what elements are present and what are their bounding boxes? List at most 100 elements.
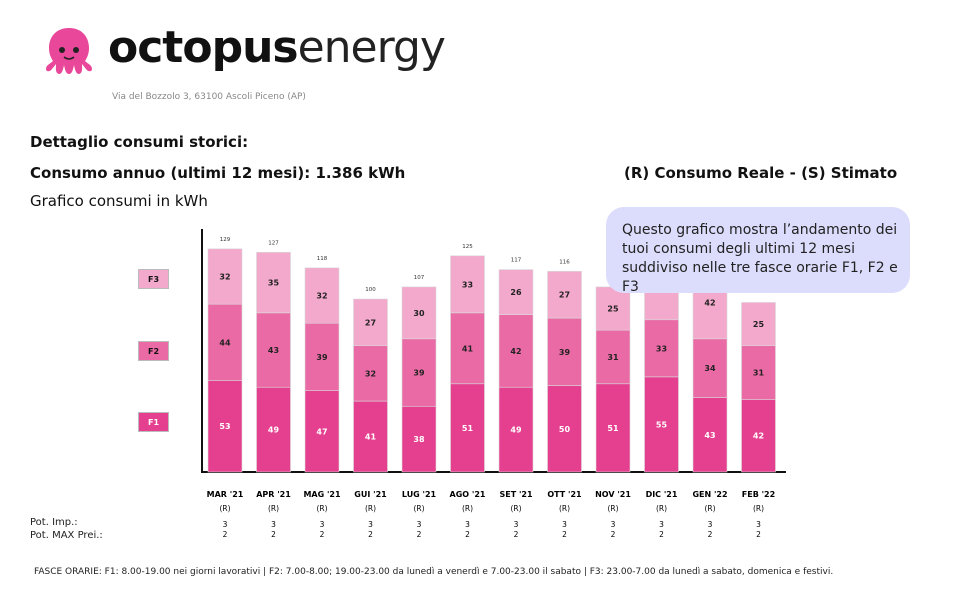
bar-total-label: 100	[365, 287, 376, 293]
section-title: Dettaglio consumi storici:	[30, 133, 249, 151]
bar-f2	[401, 338, 437, 407]
pot-max-label: Pot. MAX Prei.:	[30, 530, 103, 541]
bar-value-label: 42	[704, 298, 715, 307]
bar-value-label: 26	[510, 288, 522, 297]
bar-f1	[450, 383, 485, 473]
bar-value-label: 32	[365, 369, 376, 378]
octopus-logo-icon	[46, 28, 92, 74]
bar-value-label: 42	[510, 347, 521, 356]
bar-value-label: 33	[656, 344, 667, 353]
bar-value-label: 41	[365, 433, 377, 442]
bar-f3	[547, 271, 582, 319]
reading-type-label: (R)	[413, 504, 424, 513]
bar-f3	[595, 286, 631, 331]
bar-f1	[304, 390, 340, 473]
pot-max-value: 2	[271, 530, 276, 539]
x-tick-label: SET '21	[499, 490, 532, 499]
address: Via del Bozzolo 3, 63100 Ascoli Piceno (…	[112, 92, 306, 102]
bar-total-label: 118	[317, 256, 328, 262]
logo-bold: octopus	[108, 22, 299, 73]
bar-f3	[207, 248, 243, 305]
reading-type-label: (R)	[268, 504, 279, 513]
bar-value-label: 35	[268, 279, 280, 288]
pot-max-value: 2	[368, 530, 373, 539]
reading-type-label: (R)	[753, 504, 764, 513]
bar-value-label: 33	[462, 280, 473, 289]
pot-imp-value: 3	[417, 520, 422, 529]
reading-type-label: (R)	[559, 504, 570, 513]
bar-f3	[256, 251, 291, 314]
pot-imp-value: 3	[465, 520, 470, 529]
x-tick-label: GUI '21	[354, 490, 387, 499]
band-f2-label: F2	[138, 341, 169, 361]
pot-max-value: 2	[223, 530, 228, 539]
bar-value-label: 55	[656, 420, 668, 429]
bar-f2	[547, 317, 582, 386]
bar-value-label: 44	[219, 338, 231, 347]
bar-total-label: 125	[462, 244, 473, 250]
x-tick-label: MAR '21	[207, 490, 244, 499]
logo-text: octopusenergy	[108, 22, 446, 73]
bar-f3	[353, 298, 388, 347]
bar-value-label: 43	[704, 431, 715, 440]
reading-type-label: (R)	[607, 504, 618, 513]
bar-value-label: 50	[559, 425, 571, 434]
x-tick-label: AGO '21	[450, 490, 486, 499]
band-f1-label: F1	[138, 412, 169, 432]
x-tick-label: APR '21	[256, 490, 291, 499]
reading-type-label: (R)	[316, 504, 327, 513]
reading-type-label: (R)	[656, 504, 667, 513]
pot-imp-value: 3	[320, 520, 325, 529]
bar-value-label: 32	[219, 273, 230, 282]
pot-imp-value: 3	[368, 520, 373, 529]
pot-max-value: 2	[465, 530, 470, 539]
bar-f1	[353, 400, 388, 473]
bar-value-label: 34	[704, 364, 716, 373]
bar-total-label: 107	[414, 275, 425, 281]
bar-value-label: 39	[413, 369, 425, 378]
reading-legend: (R) Consumo Reale - (S) Stimato	[624, 164, 898, 182]
pot-imp-value: 3	[562, 520, 567, 529]
bar-value-label: 43	[268, 346, 279, 355]
bar-f1	[547, 385, 582, 473]
bar-f1	[401, 405, 437, 473]
bar-value-label: 47	[316, 427, 327, 436]
x-tick-label: GEN '22	[692, 490, 727, 499]
bar-f2	[498, 314, 534, 388]
pot-max-value: 2	[320, 530, 325, 539]
bar-value-label: 32	[316, 292, 327, 301]
bar-f3	[741, 302, 776, 347]
bar-value-label: 39	[316, 353, 328, 362]
pot-max-value: 2	[514, 530, 519, 539]
bar-f2	[353, 345, 388, 402]
reading-type-label: (R)	[704, 504, 715, 513]
reading-type-label: (R)	[365, 504, 376, 513]
bar-value-label: 31	[607, 353, 619, 362]
bar-f1	[498, 386, 534, 473]
bar-value-label: 30	[413, 309, 425, 318]
bar-f2	[304, 322, 340, 391]
bar-value-label: 42	[753, 432, 764, 441]
pot-imp-value: 3	[514, 520, 519, 529]
reading-type-label: (R)	[510, 504, 521, 513]
bar-total-label: 127	[268, 240, 279, 246]
bar-value-label: 25	[753, 320, 765, 329]
chart-subtitle: Grafico consumi in kWh	[30, 192, 208, 210]
pot-max-value: 2	[708, 530, 713, 539]
time-bands-footer: FASCE ORARIE: F1: 8.00-19.00 nei giorni …	[34, 567, 834, 577]
pot-imp-value: 3	[271, 520, 276, 529]
x-tick-label: NOV '21	[595, 490, 631, 499]
bar-f3	[498, 269, 534, 315]
bar-f3	[450, 255, 485, 314]
bar-value-label: 41	[462, 344, 474, 353]
bar-value-label: 39	[559, 348, 571, 357]
pot-imp-value: 3	[659, 520, 664, 529]
bar-f2	[741, 345, 776, 400]
bar-value-label: 27	[365, 318, 376, 327]
pot-max-value: 2	[611, 530, 616, 539]
bar-total-label: 116	[559, 259, 570, 265]
bar-f2	[256, 312, 291, 388]
logo-light: energy	[297, 22, 446, 73]
pot-imp-value: 3	[611, 520, 616, 529]
